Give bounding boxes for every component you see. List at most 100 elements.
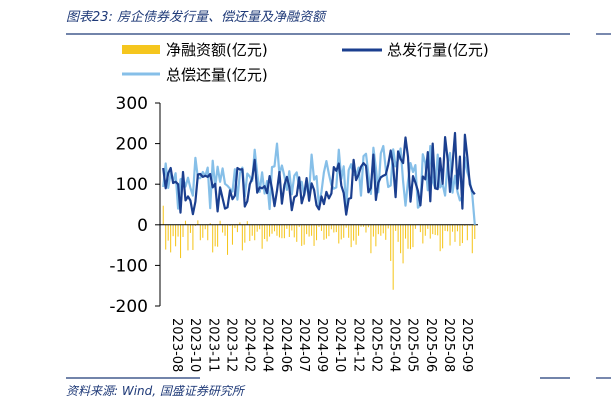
net-financing-bar <box>434 224 436 235</box>
net-financing-bar <box>296 224 298 242</box>
legend-label-redemption: 总偿还量(亿元) <box>166 66 268 84</box>
legend-swatch-net-financing <box>122 45 160 54</box>
net-financing-bar <box>182 224 184 237</box>
net-financing-bar <box>456 224 458 232</box>
net-financing-bar <box>437 224 439 236</box>
net-financing-bar <box>162 205 164 225</box>
net-financing-bar <box>432 224 434 235</box>
net-financing-bar <box>338 224 340 244</box>
net-financing-bar <box>202 224 204 238</box>
net-financing-bar <box>241 224 243 251</box>
net-financing-bar <box>177 224 179 237</box>
net-financing-bar <box>269 224 271 237</box>
net-financing-bar <box>236 224 238 233</box>
net-financing-bar <box>320 224 322 231</box>
net-financing-bar <box>414 224 416 229</box>
net-financing-bar <box>306 224 308 235</box>
net-financing-bar <box>180 224 182 259</box>
net-financing-bar <box>222 224 224 233</box>
net-financing-bar <box>390 224 392 261</box>
net-financing-bar <box>246 221 248 225</box>
x-tick-label: 2024-02 <box>242 318 257 372</box>
y-tick-label: 300 <box>116 94 148 114</box>
net-financing-bar <box>256 224 258 232</box>
net-financing-bar <box>343 224 345 238</box>
net-financing-bar <box>461 224 463 244</box>
net-financing-bar <box>209 223 211 225</box>
net-financing-bar <box>449 224 451 246</box>
net-financing-bar <box>400 224 402 254</box>
net-financing-bar <box>375 224 377 247</box>
net-financing-bar <box>266 224 268 242</box>
net-financing-bar <box>466 224 468 241</box>
net-financing-bar <box>167 224 169 241</box>
figure-source: 资料来源: Wind, 国盛证券研究所 <box>66 384 244 398</box>
net-financing-bar <box>293 224 295 238</box>
net-financing-bar <box>451 224 454 232</box>
net-financing-bar <box>298 224 300 227</box>
net-financing-bar <box>474 224 476 240</box>
net-financing-bar <box>422 224 424 244</box>
net-financing-bar <box>358 224 360 236</box>
net-financing-bar <box>165 224 167 250</box>
x-tick-label: 2024-07 <box>296 318 311 372</box>
net-financing-bar <box>234 224 236 229</box>
net-financing-bar <box>286 224 288 229</box>
x-tick-label: 2024-12 <box>350 318 365 372</box>
y-tick-label: -100 <box>109 256 148 276</box>
net-financing-bar <box>405 224 407 239</box>
net-financing-bar <box>360 224 362 227</box>
net-financing-bar <box>407 224 409 249</box>
net-financing-bar <box>459 224 461 246</box>
net-financing-bar <box>251 224 253 236</box>
net-financing-bar <box>419 224 421 233</box>
net-financing-bar <box>261 224 263 249</box>
x-tick-label: 2023-08 <box>169 318 184 372</box>
net-financing-bar <box>382 224 384 234</box>
net-financing-bar <box>254 224 256 241</box>
net-financing-bar <box>219 220 221 225</box>
net-financing-bar <box>395 224 397 231</box>
net-financing-bar <box>308 224 310 237</box>
y-tick-label: -200 <box>109 297 148 317</box>
net-financing-bar <box>187 224 189 251</box>
net-financing-bar <box>283 224 285 239</box>
net-financing-bar <box>392 224 394 290</box>
net-financing-bar <box>227 224 229 255</box>
net-financing-bar <box>175 224 177 247</box>
x-tick-label: 2025-09 <box>459 318 474 372</box>
figure-title: 图表23: 房企债券发行量、偿还量及净融资额 <box>66 10 326 25</box>
net-financing-bar <box>264 224 266 240</box>
x-tick-label: 2024-09 <box>314 318 329 372</box>
net-financing-bar <box>316 224 318 241</box>
net-financing-bar <box>447 224 449 232</box>
net-financing-bar <box>301 224 303 246</box>
x-tick-label: 2025-05 <box>405 318 420 372</box>
net-financing-bar <box>442 224 444 249</box>
net-financing-bar <box>276 224 278 236</box>
net-financing-bar <box>273 224 276 232</box>
x-tick-label: 2024-10 <box>332 318 347 372</box>
x-tick-label: 2024-06 <box>278 318 293 372</box>
net-financing-bar <box>340 224 342 240</box>
net-financing-bar <box>212 224 214 253</box>
net-financing-bar <box>429 224 431 239</box>
net-financing-bar <box>291 224 293 231</box>
net-financing-bar <box>424 224 426 236</box>
net-financing-bar <box>385 224 387 240</box>
net-financing-bar <box>412 224 414 248</box>
net-financing-bar <box>387 224 389 229</box>
net-financing-bar <box>377 224 379 235</box>
net-financing-bar <box>328 224 330 237</box>
net-financing-bar <box>380 224 382 236</box>
net-financing-bar <box>207 224 209 241</box>
net-financing-bar <box>303 224 305 245</box>
x-tick-label: 2025-02 <box>368 318 383 372</box>
y-tick-label: 100 <box>116 175 148 195</box>
net-financing-bar <box>402 224 404 264</box>
legend-label-issuance: 总发行量(亿元) <box>387 41 489 59</box>
net-financing-bar <box>281 224 283 239</box>
